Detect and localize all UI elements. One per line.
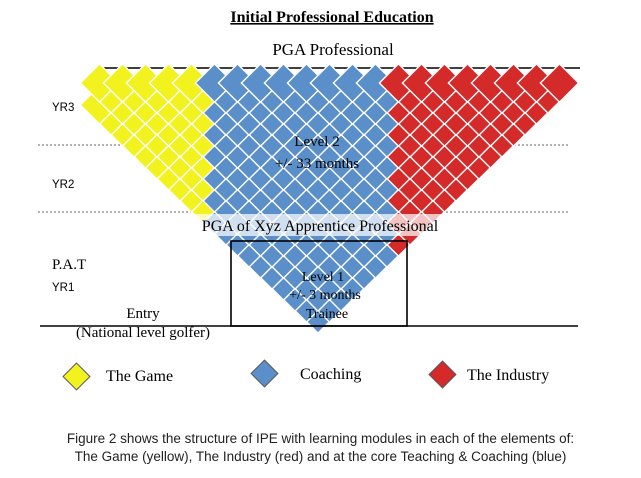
module-diamond — [194, 62, 235, 104]
pat-label: P.A.T — [52, 257, 86, 273]
module-diamond — [125, 62, 166, 104]
module-diamond — [286, 62, 327, 104]
module-diamond — [148, 62, 189, 104]
module-diamond — [332, 62, 373, 104]
module-diamond — [309, 62, 350, 104]
module-diamond — [401, 62, 442, 104]
legend-coaching-icon — [250, 359, 279, 388]
legend-industry-label: The Industry — [467, 367, 549, 384]
entry-sublabel: (National level golfer) — [76, 325, 210, 341]
apprentice-label: PGA of Xyz Apprentice Professional — [202, 218, 439, 235]
caption-line-1: Figure 2 shows the structure of IPE with… — [66, 431, 575, 446]
module-diamond — [378, 62, 419, 104]
year-label-yr1: YR1 — [52, 282, 74, 294]
caption-line-2: The Game (yellow), The Industry (red) an… — [74, 449, 567, 464]
module-diamond — [102, 62, 143, 104]
year-label-yr3: YR3 — [52, 102, 74, 114]
level2-title: Level 2 — [294, 134, 339, 150]
diagram-title: Initial Professional Education — [230, 9, 433, 26]
module-diamond — [516, 62, 557, 104]
level1-trainee: Trainee — [306, 307, 348, 322]
module-diamond — [217, 62, 258, 104]
level2-duration: +/- 33 months — [275, 156, 359, 172]
top-label: PGA Professional — [272, 40, 394, 59]
module-diamond — [539, 62, 580, 104]
module-diamond — [470, 62, 511, 104]
module-diamond — [447, 62, 488, 104]
module-diamond — [240, 62, 281, 104]
apprentice-banner — [170, 214, 472, 236]
module-diamond — [171, 62, 212, 104]
module-diamond — [355, 62, 396, 104]
level1-title: Level 1 — [302, 270, 344, 285]
legend-coaching-label: Coaching — [300, 366, 361, 383]
module-diamond — [424, 62, 465, 104]
module-diamond — [263, 62, 304, 104]
module-diamond — [493, 62, 534, 104]
legend: The Game Coaching The Industry — [62, 359, 549, 391]
figure-caption: Figure 2 shows the structure of IPE with… — [0, 430, 641, 466]
legend-game-icon — [62, 362, 91, 391]
level1-duration: +/- 3 months — [289, 288, 361, 303]
year-label-yr2: YR2 — [52, 179, 74, 191]
legend-industry-icon — [428, 360, 457, 389]
entry-label: Entry — [126, 306, 160, 322]
legend-game-label: The Game — [106, 368, 173, 385]
module-diamond — [79, 62, 120, 104]
